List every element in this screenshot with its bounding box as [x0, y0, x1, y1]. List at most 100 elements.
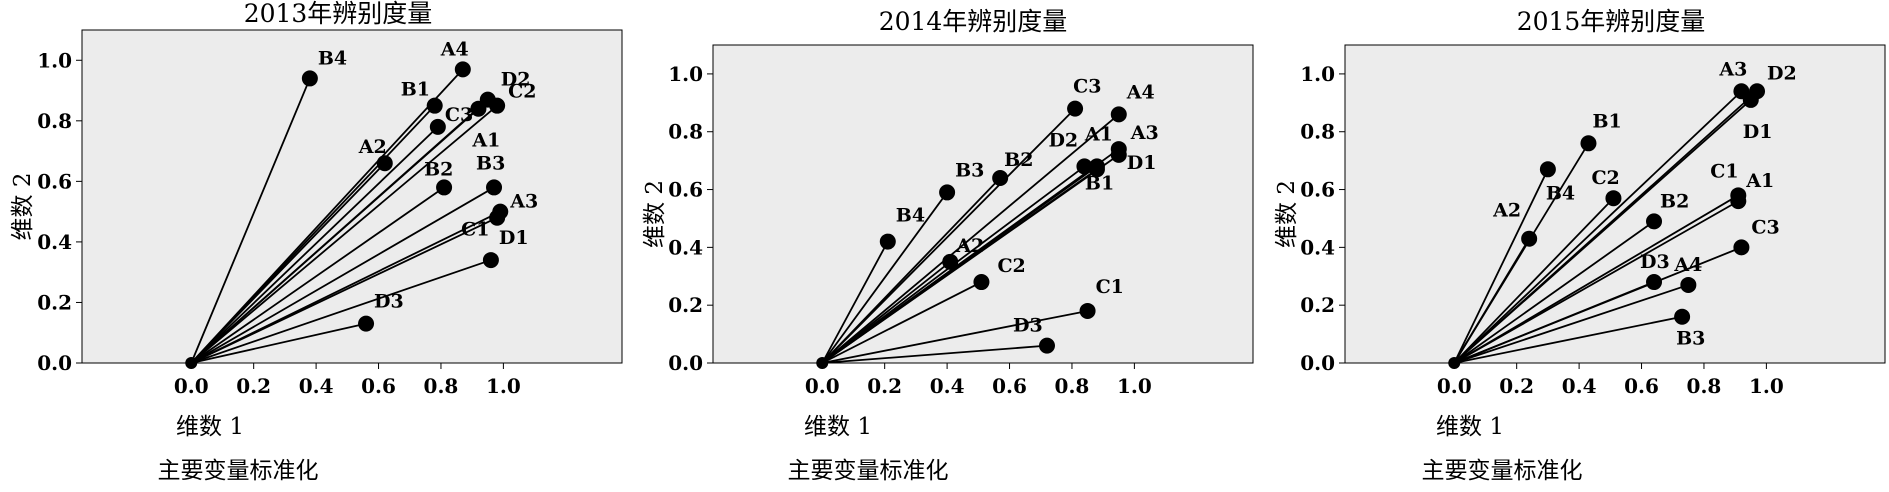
data-point-B2	[436, 179, 453, 196]
vector-line-A1	[1453, 200, 1739, 364]
data-point-B1	[1580, 135, 1597, 152]
point-label-B2: B2	[1660, 190, 1689, 212]
x-axis-title-1: 维数 1	[804, 414, 872, 440]
y-tick-label: 0.2	[37, 290, 72, 314]
x-tick-label: 0.0	[174, 374, 209, 398]
x-tick-label: 1.0	[486, 374, 521, 398]
vector-line-D3	[822, 344, 1048, 364]
point-label-B4: B4	[896, 205, 925, 227]
y-tick-label: 0.8	[668, 120, 703, 144]
y-tick-label: 0.4	[668, 235, 703, 259]
point-label-C2: C2	[1591, 167, 1619, 189]
data-point-D3	[358, 315, 375, 332]
x-tick-label: 0.4	[299, 374, 334, 398]
y-tick-label: 0.8	[1300, 120, 1335, 144]
y-tick-label: 0.4	[37, 230, 72, 254]
point-label-D2: D2	[1767, 62, 1797, 84]
x-tick-label: 0.8	[1055, 374, 1090, 398]
x-tick-label: 0.6	[992, 374, 1027, 398]
data-point-B3	[939, 184, 956, 201]
y-tick-label: 0.8	[37, 109, 72, 133]
y-tick-label: 1.0	[37, 48, 72, 72]
point-label-D3: D3	[1013, 315, 1043, 337]
y-tick-label: 1.0	[1300, 62, 1335, 86]
y-tick-label: 0.0	[37, 351, 72, 375]
point-label-B3: B3	[1676, 328, 1705, 350]
vector-line-A2	[821, 261, 951, 364]
x-tick-label: 0.2	[236, 374, 271, 398]
point-label-A3: A3	[509, 191, 538, 213]
data-point-D1	[1110, 146, 1127, 163]
data-point-B1	[1088, 161, 1105, 178]
point-label-D1: D1	[1127, 152, 1157, 174]
plot-area-1	[712, 44, 1254, 364]
point-label-D1: D1	[1743, 121, 1773, 143]
data-point-A2	[376, 155, 393, 172]
vector-line-A3	[1453, 90, 1743, 364]
x-tick-label: 0.6	[361, 374, 396, 398]
data-point-D3	[1646, 274, 1663, 291]
vector-line-D3	[1453, 281, 1655, 364]
point-label-A3: A3	[1718, 58, 1747, 80]
point-label-B3: B3	[955, 159, 984, 181]
point-label-D3: D3	[1640, 251, 1670, 273]
data-point-A4	[454, 61, 471, 78]
vector-line-D3	[191, 322, 367, 364]
y-tick-label: 0.0	[668, 351, 703, 375]
point-label-A4: A4	[1126, 81, 1155, 103]
data-point-D1	[1742, 91, 1759, 108]
data-point-C2	[973, 274, 990, 291]
vector-line-B3	[1454, 315, 1683, 364]
y-tick-label: 1.0	[668, 62, 703, 86]
vector-line-C2	[821, 281, 982, 364]
vector-line-B4	[1453, 168, 1549, 364]
point-label-C3: C3	[445, 104, 473, 126]
point-label-C2: C2	[997, 255, 1025, 277]
data-point-C3	[1067, 100, 1084, 117]
data-point-A4	[1680, 276, 1697, 293]
vector-line-B2	[821, 177, 1001, 364]
vector-line-C2	[1453, 197, 1615, 364]
vector-line-B4	[821, 241, 889, 364]
data-point-B3	[486, 179, 503, 196]
point-label-B2: B2	[424, 158, 453, 180]
point-label-A2: A2	[358, 136, 387, 158]
point-label-C3: C3	[1751, 216, 1779, 238]
data-point-D3	[1038, 337, 1055, 354]
data-point-B2	[992, 169, 1009, 186]
vector-line-A4	[821, 113, 1120, 364]
x-axis-title-2: 维数 1	[1436, 414, 1504, 440]
x-tick-label: 0.4	[1562, 374, 1597, 398]
data-point-C2	[489, 97, 506, 114]
vector-line-A2	[1453, 238, 1530, 364]
data-point-B4	[301, 70, 318, 87]
point-label-B4: B4	[1546, 182, 1575, 204]
data-point-B2	[1646, 213, 1663, 230]
chart-title-0: 2013年辨别度量	[244, 0, 433, 28]
x-tick-label: 0.2	[1499, 374, 1534, 398]
x-tick-label: 0.2	[867, 374, 902, 398]
point-label-A4: A4	[1673, 254, 1702, 276]
x-tick-label: 0.0	[1437, 374, 1472, 398]
point-label-D2: D2	[501, 69, 531, 91]
x-tick-label: 0.8	[1687, 374, 1722, 398]
vector-line-A4	[1453, 284, 1689, 364]
y-tick-label: 0.2	[668, 293, 703, 317]
point-label-C1: C1	[1710, 160, 1738, 182]
point-label-D2: D2	[1048, 129, 1078, 151]
data-point-B4	[879, 233, 896, 250]
vector-line-C2	[190, 104, 498, 364]
chart-footer-0: 主要变量标准化	[158, 458, 319, 484]
x-tick-label: 0.0	[805, 374, 840, 398]
vector-line-A2	[190, 162, 386, 364]
point-label-A1: A1	[1745, 170, 1774, 192]
x-tick-label: 1.0	[1117, 374, 1152, 398]
data-point-C3	[1733, 239, 1750, 256]
point-label-A4: A4	[440, 38, 469, 60]
vector-line-D1	[190, 259, 492, 364]
x-tick-label: 0.4	[930, 374, 965, 398]
data-point-A2	[1521, 230, 1538, 247]
data-point-C1	[1079, 302, 1096, 319]
point-label-D1: D1	[499, 227, 529, 249]
